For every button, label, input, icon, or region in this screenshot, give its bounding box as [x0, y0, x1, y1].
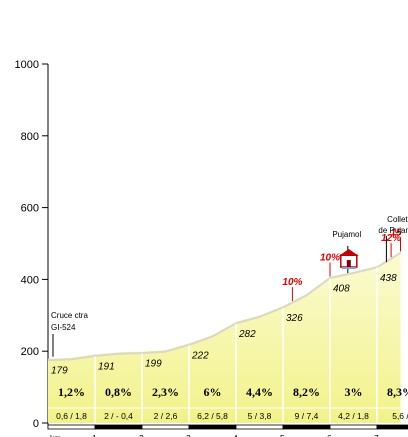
segment-distance-label: 4,2 / 1,8 — [338, 411, 369, 421]
segment-distance-label: 2 / - 0,4 — [104, 411, 133, 421]
km-band-segment — [188, 424, 237, 430]
segment-gradient-label: 2,3% — [152, 385, 179, 399]
segment-gradient-label: 3% — [345, 385, 363, 399]
km-band-segment — [94, 424, 143, 430]
segment-distance-label: 5,6 / — [392, 411, 408, 421]
km-band: km 1 2 3 4 5 6 7 — [47, 424, 408, 437]
altitude-label: 326 — [286, 313, 303, 324]
y-tick-label: 600 — [21, 203, 39, 215]
grade-flag-label: 12% — [381, 233, 401, 244]
y-tick-label: 0 — [33, 418, 39, 430]
grade-flag-label: 10% — [320, 253, 340, 264]
km-band-segment — [282, 424, 331, 430]
segment-distance-label: 5 / 3,8 — [248, 411, 272, 421]
altitude-label: 199 — [145, 359, 162, 370]
km-tick-label: 4 — [233, 433, 238, 437]
y-tick-label: 1000 — [15, 59, 39, 71]
altitude-label: 179 — [51, 366, 68, 377]
y-tick-label: 200 — [21, 346, 39, 358]
km-tick-label: 1 — [92, 433, 97, 437]
segment-distance-label: 6,2 / 5,8 — [197, 411, 228, 421]
y-tick-label: 800 — [21, 131, 39, 143]
km-tick-label: km — [50, 433, 61, 437]
profile-fill — [48, 251, 401, 423]
place-label: de Pujamol — [378, 226, 408, 235]
y-tick-label: 400 — [21, 274, 39, 286]
profile-area: 179 191 199 222 282 326 408 438 — [47, 251, 402, 423]
y-axis: 0 200 400 600 800 1000 — [15, 59, 49, 430]
km-tick-label: 3 — [186, 433, 191, 437]
km-tick-label: 6 — [327, 433, 332, 437]
profile-ridge — [47, 252, 402, 362]
church-icon-roof — [338, 249, 359, 257]
segment-gradient-label: 8,3% — [387, 385, 408, 399]
km-band-segment — [47, 424, 96, 430]
grade-flag-label: 15 — [391, 227, 403, 238]
altitude-label: 438 — [380, 273, 397, 284]
place-label: Pujamol — [332, 230, 361, 239]
km-tick-label: 5 — [280, 433, 285, 437]
altitude-label: 191 — [98, 361, 115, 372]
place-label: Collet — [387, 215, 408, 224]
segment-gradient-label: 1,2% — [58, 385, 85, 399]
km-band-segment — [235, 424, 284, 430]
segment-columns: 1,2% 0,6 / 1,8 0,8% 2 / - 0,4 2,3% 2 / 2,6 6% 6… — [48, 385, 408, 421]
place-label: GI-524 — [51, 323, 76, 332]
church-icon — [338, 249, 359, 270]
altitude-label: 282 — [238, 329, 256, 340]
km-tick-label: 7 — [374, 433, 379, 437]
annotations: 10% 10% 12%15 Cruce ctra GI-524 Pujamol Collet… — [51, 215, 408, 357]
segment-gradient-label: 8,2% — [293, 385, 320, 399]
segment-distance-label: 0,6 / 1,8 — [56, 411, 87, 421]
km-band-segment — [329, 424, 378, 430]
km-band-segment — [141, 424, 190, 430]
segment-distance-label: 2 / 2,6 — [154, 411, 178, 421]
altitude-label: 222 — [191, 350, 209, 361]
segment-gradient-label: 0,8% — [105, 385, 132, 399]
church-icon-base — [341, 267, 356, 270]
church-icon-door — [346, 260, 351, 268]
km-band-segment — [376, 424, 408, 430]
segment-distance-label: 9 / 7,4 — [295, 411, 319, 421]
km-tick-label: 2 — [139, 433, 144, 437]
place-label: Cruce ctra — [51, 311, 88, 320]
segment-gradient-label: 4,4% — [246, 385, 273, 399]
grade-flag-label: 10% — [282, 277, 302, 288]
segment-gradient-label: 6% — [204, 385, 222, 399]
altitude-label: 408 — [333, 284, 350, 295]
